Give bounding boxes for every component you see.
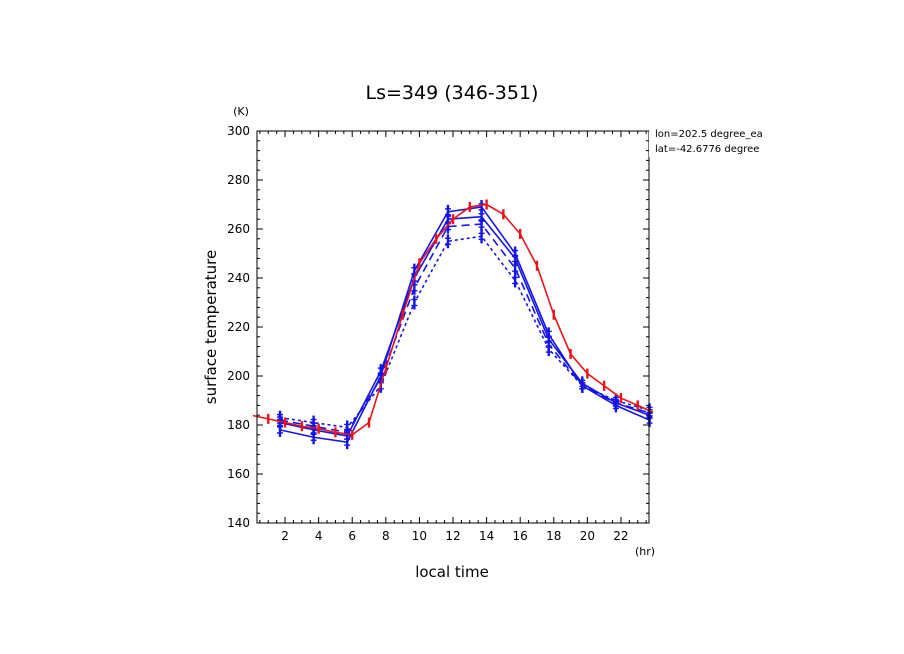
x-tick-label: 20	[580, 529, 595, 543]
x-tick-label: 18	[546, 529, 561, 543]
annotation-lon-visible: lon=202.5 degree_ea	[655, 129, 763, 140]
series-line-2	[279, 215, 650, 437]
annotation-clip-mask	[649, 131, 789, 157]
series-group	[253, 199, 653, 450]
y-tick-label: 140	[227, 516, 250, 530]
y-tick-label: 200	[227, 369, 250, 383]
series-line-4	[279, 235, 650, 429]
x-tick-label: 12	[445, 529, 460, 543]
axis-ticks: 140 160 180 200 220 240 260 280 300 2 4 6 8 10 12 14 16 1…	[227, 124, 649, 543]
x-tick-label: 16	[513, 529, 528, 543]
y-tick-label: 160	[227, 467, 250, 481]
series-line-3	[279, 223, 650, 434]
chart-title: Ls=349 (346-351)	[366, 82, 539, 104]
x-tick-label: 6	[348, 529, 356, 543]
x-unit-label: (hr)	[635, 545, 655, 558]
x-tick-label: 2	[281, 529, 289, 543]
x-tick-label: 14	[479, 529, 494, 543]
y-unit-label: (K)	[233, 105, 249, 118]
series-line-0	[253, 203, 653, 436]
y-tick-label: 220	[227, 320, 250, 334]
series-line-1	[279, 206, 650, 444]
x-tick-label: 4	[315, 529, 323, 543]
x-axis-label: local time	[415, 563, 489, 581]
x-tick-label: 8	[382, 529, 390, 543]
annotation-right-clip	[780, 126, 904, 166]
series-layer	[253, 199, 653, 450]
y-tick-label: 180	[227, 418, 250, 432]
y-tick-label: 260	[227, 222, 250, 236]
y-tick-label: 280	[227, 173, 250, 187]
y-tick-label: 300	[227, 124, 250, 138]
x-tick-label: 22	[613, 529, 628, 543]
plot-frame	[256, 130, 650, 524]
y-tick-label: 240	[227, 271, 250, 285]
annotation-lat-visible: lat=-42.6776 degree	[655, 144, 759, 155]
y-axis-label: surface temperature	[202, 250, 220, 405]
x-tick-label: 10	[412, 529, 427, 543]
